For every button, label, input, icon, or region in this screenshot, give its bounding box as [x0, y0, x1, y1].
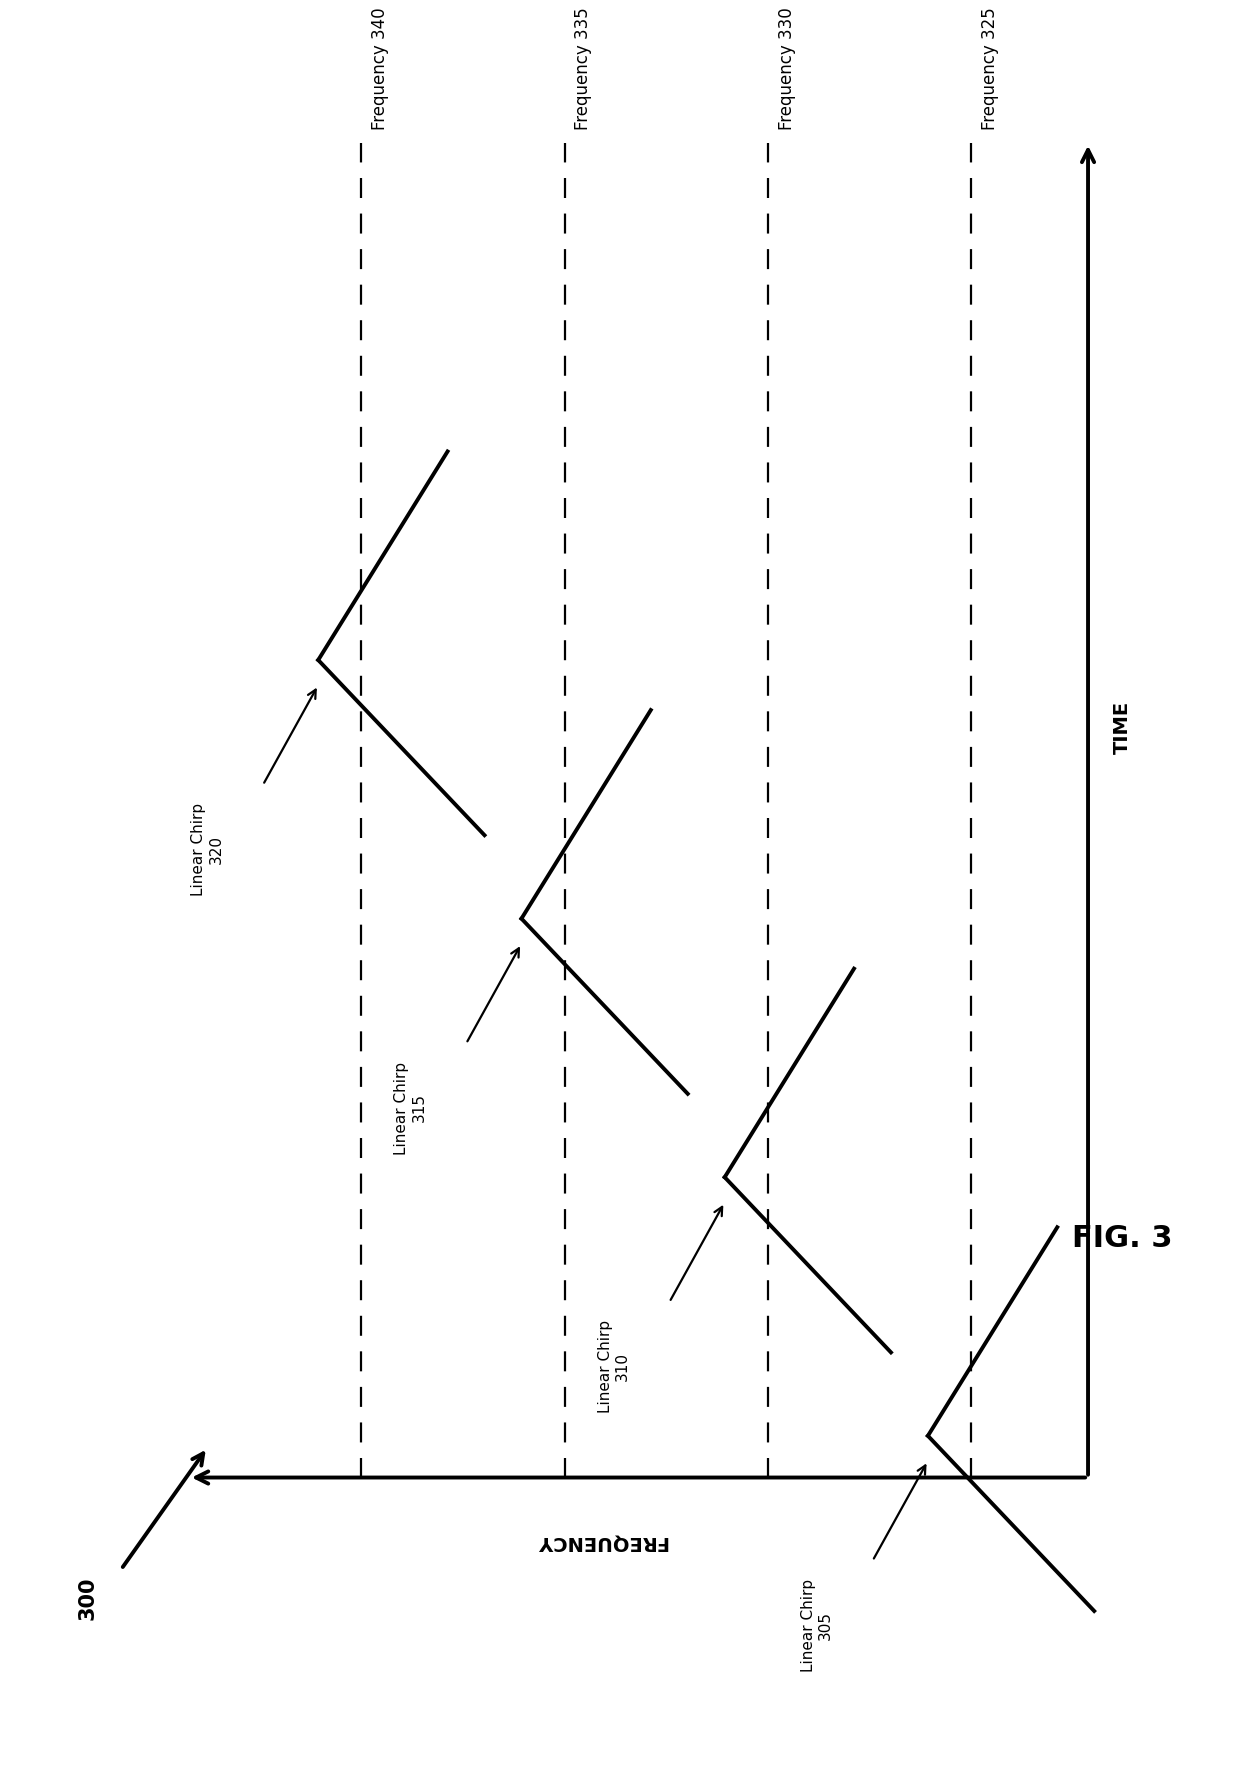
Text: TIME: TIME: [1114, 700, 1132, 754]
Text: 300: 300: [78, 1575, 98, 1620]
Text: Frequency 325: Frequency 325: [981, 7, 999, 130]
Text: Linear Chirp
315: Linear Chirp 315: [394, 1060, 427, 1155]
Text: Linear Chirp
310: Linear Chirp 310: [598, 1319, 630, 1413]
Text: Linear Chirp
320: Linear Chirp 320: [191, 802, 223, 895]
Text: Frequency 335: Frequency 335: [574, 7, 593, 130]
Text: Frequency 340: Frequency 340: [371, 7, 389, 130]
Text: FIG. 3: FIG. 3: [1073, 1222, 1173, 1253]
Text: FREQUENCY: FREQUENCY: [536, 1531, 667, 1550]
Text: Frequency 330: Frequency 330: [777, 7, 796, 130]
Text: Linear Chirp
305: Linear Chirp 305: [801, 1577, 833, 1672]
